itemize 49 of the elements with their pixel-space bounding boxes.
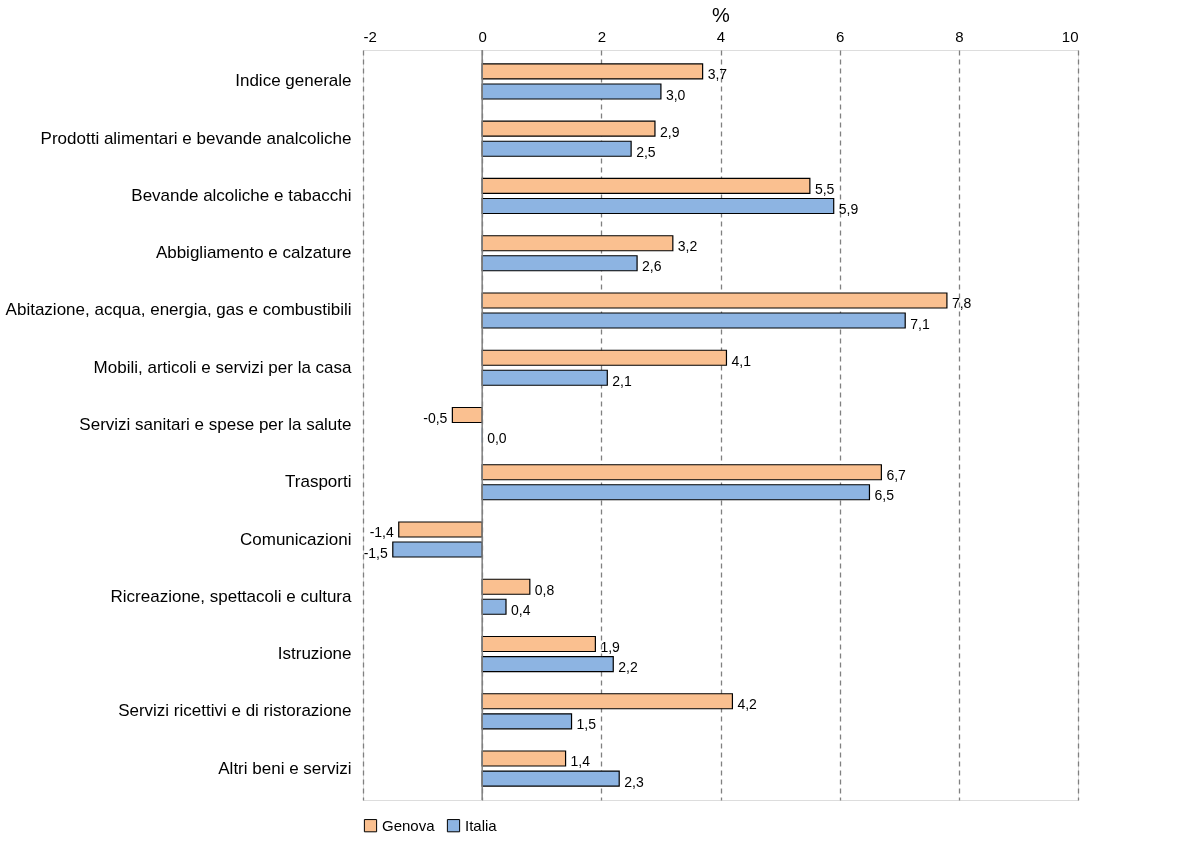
- x-tick-label: 0: [478, 27, 487, 45]
- data-label: -1,5: [363, 544, 388, 561]
- y-tick-label: Altri beni e servizi: [218, 758, 352, 778]
- data-label: 1,5: [576, 716, 597, 733]
- data-label: 5,5: [814, 180, 835, 197]
- data-label: 1,9: [600, 638, 621, 655]
- x-tick-label: 6: [835, 27, 845, 45]
- x-tick-label: 8: [955, 27, 964, 45]
- data-label: 4,1: [731, 352, 752, 369]
- y-tick-label: Servizi ricettivi e di ristorazione: [118, 701, 352, 721]
- data-label: 2,5: [636, 143, 656, 160]
- data-label: 3,7: [707, 66, 728, 83]
- y-tick-label: Abbigliamento e calzature: [155, 243, 352, 263]
- y-tick-label: Prodotti alimentari e bevande analcoliche: [40, 128, 352, 148]
- data-label: 7,8: [951, 295, 972, 312]
- data-label: 3,0: [665, 86, 686, 103]
- data-label: 2,6: [642, 258, 662, 275]
- data-label: -1,4: [369, 524, 394, 541]
- data-label: 5,9: [838, 201, 859, 218]
- y-tick-label: Mobili, articoli e servizi per la casa: [93, 357, 353, 377]
- x-tick-label: 2: [597, 27, 607, 45]
- legend-label: Italia: [465, 816, 498, 834]
- y-tick-label: Servizi sanitari e spese per la salute: [79, 415, 352, 434]
- data-label: 0,8: [534, 581, 555, 598]
- x-tick-label: 4: [716, 27, 726, 45]
- y-tick-label: Ricreazione, spettacoli e cultura: [110, 586, 353, 606]
- data-label: 0,0: [487, 430, 507, 447]
- data-label: 2,9: [659, 123, 680, 140]
- legend-label: Genova: [382, 816, 436, 834]
- data-label: 4,2: [737, 696, 758, 713]
- data-label: 1,4: [570, 753, 591, 770]
- y-tick-label: Comunicazioni: [240, 529, 352, 549]
- data-label: 7,1: [910, 315, 930, 332]
- data-label: -0,5: [423, 409, 448, 426]
- x-tick-label: -2: [363, 27, 377, 45]
- y-tick-label: Abitazione, acqua, energia, gas e combustibili: [5, 300, 352, 320]
- y-tick-label: Trasporti: [285, 472, 352, 492]
- data-label: 0,4: [511, 601, 531, 618]
- data-label: 2,2: [618, 659, 638, 676]
- data-label: 6,7: [886, 467, 907, 484]
- data-label: 3,2: [677, 238, 698, 255]
- data-label: 6,5: [874, 487, 895, 504]
- data-label: 2,1: [612, 372, 632, 389]
- y-tick-label: Indice generale: [235, 71, 352, 91]
- x-tick-label: 10: [1061, 27, 1079, 45]
- y-tick-label: Istruzione: [277, 644, 352, 664]
- y-tick-label: Bevande alcoliche e tabacchi: [131, 185, 352, 205]
- x-axis-title: %: [712, 3, 731, 26]
- data-label: 2,3: [624, 773, 644, 790]
